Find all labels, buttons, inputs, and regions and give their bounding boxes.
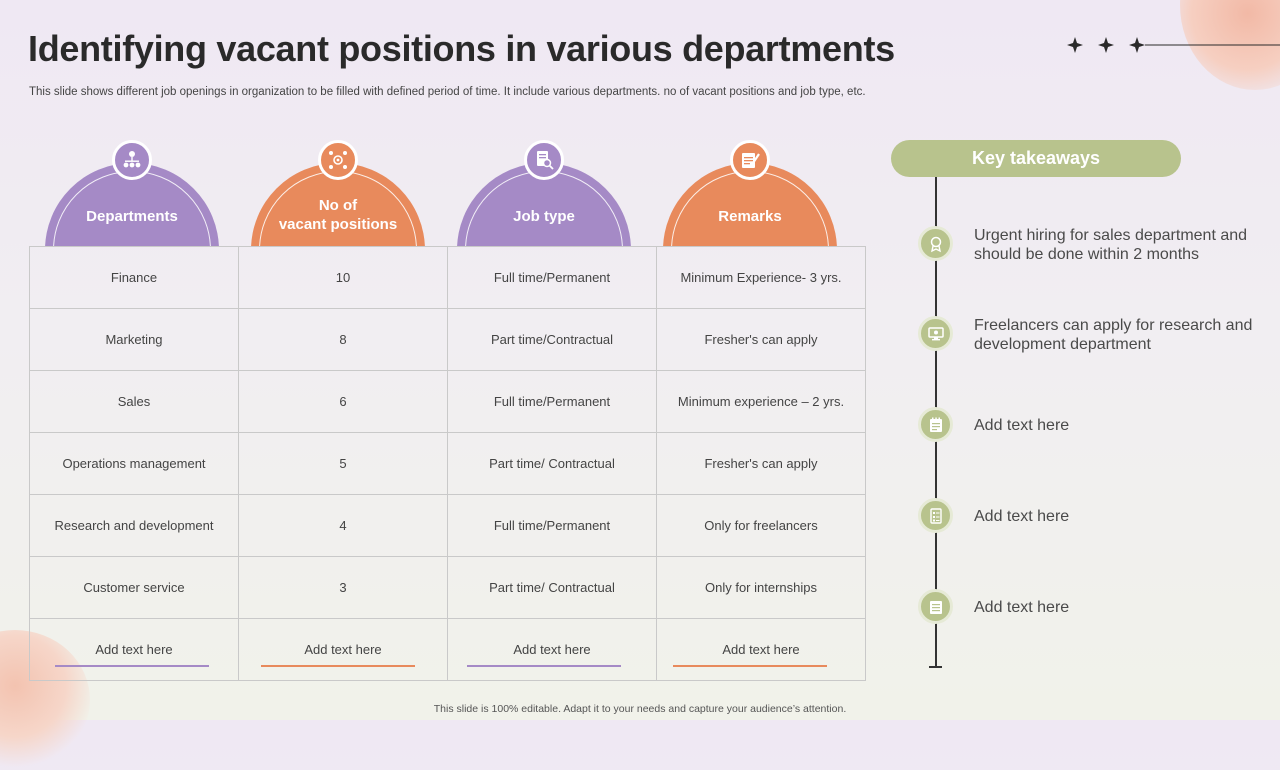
table-row: Finance 10 Full time/Permanent Minimum E… xyxy=(29,246,866,309)
document-icon xyxy=(918,589,953,624)
cell-job-type: Part time/ Contractual xyxy=(447,432,657,495)
underline-departments xyxy=(55,665,209,667)
monitor-gear-icon xyxy=(918,316,953,351)
table-row: Add text here Add text here Add text her… xyxy=(29,618,866,681)
table-row: Research and development 4 Full time/Per… xyxy=(29,494,866,557)
cell-department: Marketing xyxy=(29,308,239,371)
underline-remarks xyxy=(673,665,827,667)
takeaway-text: Add text here xyxy=(974,599,1070,616)
takeaway-text: Urgent hiring for sales department and s… xyxy=(974,227,1248,263)
cell-remarks: Only for freelancers xyxy=(656,494,866,557)
cell-vacancies: Add text here xyxy=(238,618,448,681)
table-row: Marketing 8 Part time/Contractual Freshe… xyxy=(29,308,866,371)
cell-remarks: Fresher's can apply xyxy=(656,432,866,495)
cell-job-type: Part time/Contractual xyxy=(447,308,657,371)
org-chart-icon xyxy=(112,140,152,180)
notes-pen-icon xyxy=(730,140,770,180)
vacancy-grid: Finance 10 Full time/Permanent Minimum E… xyxy=(29,246,866,681)
header-job-type: Job type xyxy=(441,140,647,246)
header-label: Job type xyxy=(513,208,575,225)
column-underlines xyxy=(29,665,853,668)
header-remarks: Remarks xyxy=(647,140,853,246)
cell-vacancies: 5 xyxy=(238,432,448,495)
cell-job-type: Add text here xyxy=(447,618,657,681)
cell-remarks: Only for internships xyxy=(656,556,866,619)
cell-department: Finance xyxy=(29,246,239,309)
cell-vacancies: 4 xyxy=(238,494,448,557)
cell-job-type: Full time/Permanent xyxy=(447,370,657,433)
takeaway-text: Add text here xyxy=(974,508,1070,525)
vacancy-table: Departments No of vacant positions Job t… xyxy=(29,140,866,681)
checklist-icon xyxy=(918,498,953,533)
cell-vacancies: 3 xyxy=(238,556,448,619)
cell-vacancies: 8 xyxy=(238,308,448,371)
header-vacant-positions: No of vacant positions xyxy=(235,140,441,246)
sparkle-decoration-icon xyxy=(1067,37,1280,53)
takeaway-text: Freelancers can apply for research and d… xyxy=(974,317,1253,353)
cell-vacancies: 6 xyxy=(238,370,448,433)
table-row: Customer service 3 Part time/ Contractua… xyxy=(29,556,866,619)
cell-job-type: Part time/ Contractual xyxy=(447,556,657,619)
cell-job-type: Full time/Permanent xyxy=(447,246,657,309)
header-label-line1: No of xyxy=(318,197,358,214)
underline-job-type xyxy=(467,665,621,667)
key-takeaways-title: Key takeaways xyxy=(891,140,1181,177)
notepad-icon xyxy=(918,407,953,442)
cell-department: Sales xyxy=(29,370,239,433)
header-departments: Departments xyxy=(29,140,235,246)
cell-remarks: Fresher's can apply xyxy=(656,308,866,371)
cell-remarks: Add text here xyxy=(656,618,866,681)
header-label: Departments xyxy=(86,208,178,225)
team-gear-icon xyxy=(318,140,358,180)
slide-footer: This slide is 100% editable. Adapt it to… xyxy=(433,703,847,715)
cell-job-type: Full time/Permanent xyxy=(447,494,657,557)
cell-remarks: Minimum experience – 2 yrs. xyxy=(656,370,866,433)
document-search-icon xyxy=(524,140,564,180)
table-header-row: Departments No of vacant positions Job t… xyxy=(29,140,853,246)
table-row: Sales 6 Full time/Permanent Minimum expe… xyxy=(29,370,866,433)
header-label: Remarks xyxy=(718,208,782,225)
badge-icon xyxy=(918,226,953,261)
cell-department: Customer service xyxy=(29,556,239,619)
table-row: Operations management 5 Part time/ Contr… xyxy=(29,432,866,495)
underline-vacancies xyxy=(261,665,415,667)
takeaway-text: Add text here xyxy=(974,417,1070,434)
timeline-end-tick xyxy=(929,666,942,668)
slide-title: Identifying vacant positions in various … xyxy=(28,28,895,69)
slide-subtitle: This slide shows different job openings … xyxy=(29,86,866,98)
cell-remarks: Minimum Experience- 3 yrs. xyxy=(656,246,866,309)
header-label-line2: vacant positions xyxy=(278,216,398,233)
cell-department: Add text here xyxy=(29,618,239,681)
cell-vacancies: 10 xyxy=(238,246,448,309)
cell-department: Operations management xyxy=(29,432,239,495)
cell-department: Research and development xyxy=(29,494,239,557)
